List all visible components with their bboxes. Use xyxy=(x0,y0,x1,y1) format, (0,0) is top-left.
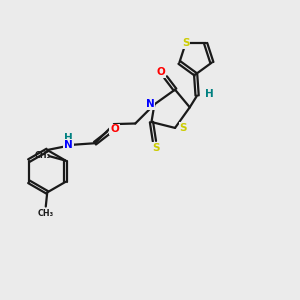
Text: CH₃: CH₃ xyxy=(35,151,51,160)
Text: CH₃: CH₃ xyxy=(38,208,54,217)
Text: H: H xyxy=(205,89,214,99)
Text: O: O xyxy=(110,124,119,134)
Text: S: S xyxy=(179,123,187,133)
Text: S: S xyxy=(152,142,160,153)
Text: N: N xyxy=(146,99,154,110)
Text: N: N xyxy=(64,140,73,150)
Text: S: S xyxy=(182,38,189,48)
Text: O: O xyxy=(157,67,166,77)
Text: H: H xyxy=(64,133,73,143)
